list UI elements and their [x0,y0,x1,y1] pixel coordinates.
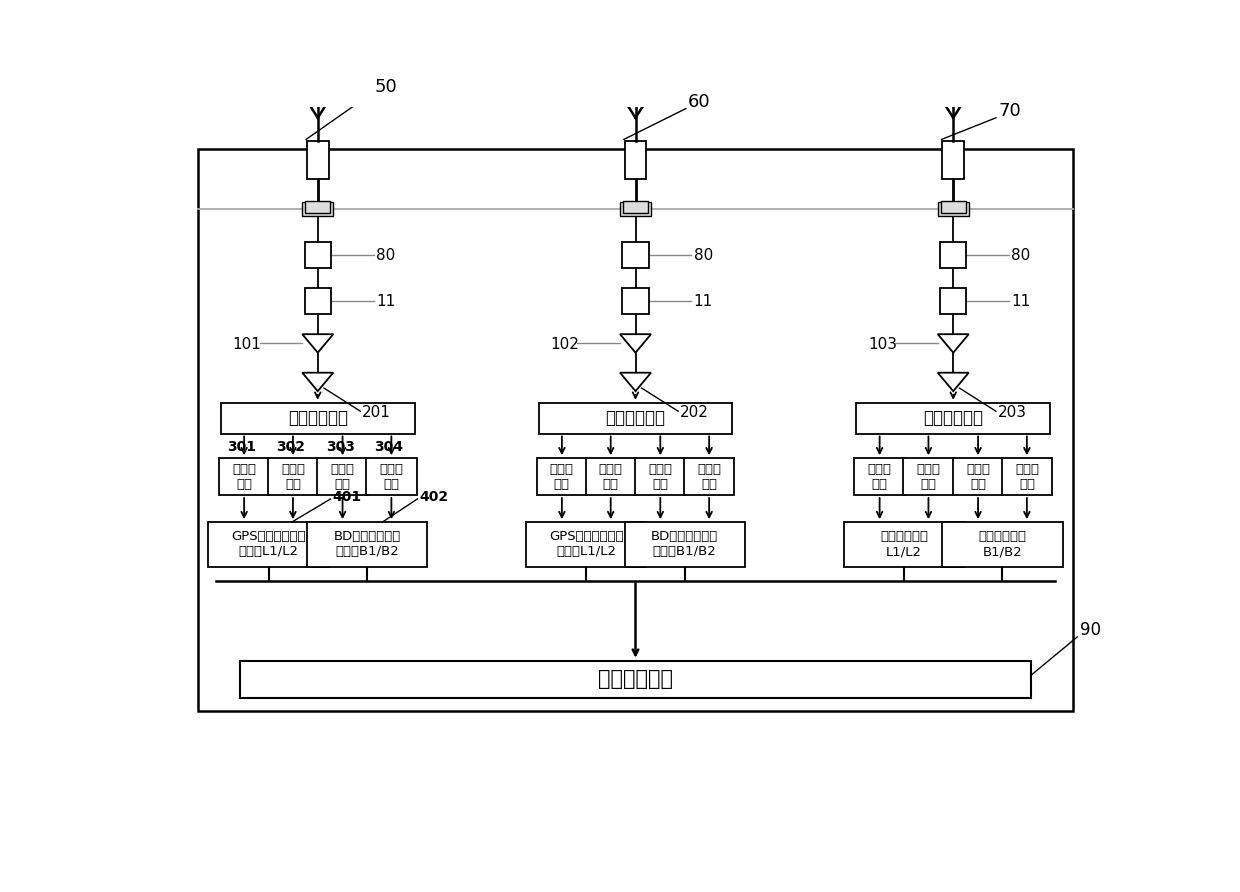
Text: 11: 11 [376,294,396,310]
Text: BD专用射频芯片
通道：B1/B2: BD专用射频芯片 通道：B1/B2 [334,531,401,558]
Polygon shape [937,334,968,352]
Bar [537,458,587,495]
Bar [221,402,414,434]
Text: GPS专用射频芯片
通道：L1/L2: GPS专用射频芯片 通道：L1/L2 [549,531,624,558]
Bar [306,141,329,179]
Text: 第三滤
波器: 第三滤 波器 [331,463,355,491]
Text: 103: 103 [868,337,897,351]
Bar [268,458,319,495]
Text: 一分四功分器: 一分四功分器 [288,409,347,427]
Polygon shape [303,373,334,392]
Bar [219,458,269,495]
Text: 80: 80 [376,248,396,263]
Bar [952,458,1003,495]
Bar [941,201,966,213]
Bar [940,242,966,268]
Bar [625,141,646,179]
Bar [317,458,368,495]
Text: 201: 201 [362,405,391,420]
Text: 第二滤
波器: 第二滤 波器 [281,463,305,491]
Bar [624,201,647,213]
Bar [622,288,649,314]
Text: 第一滤
波器: 第一滤 波器 [868,463,892,491]
Text: 302: 302 [277,440,305,453]
Bar [526,522,646,566]
Bar [622,242,649,268]
Bar [620,202,651,216]
Text: 掩星处理装置: 掩星处理装置 [598,669,673,690]
Bar [684,458,734,495]
Bar [197,149,1074,711]
Text: 第一滤
波器: 第一滤 波器 [232,463,257,491]
Bar [903,458,954,495]
Bar [303,202,334,216]
Text: 70: 70 [998,103,1021,120]
Text: 专用射频芯片
B1/B2: 专用射频芯片 B1/B2 [978,531,1027,558]
Bar [940,288,966,314]
Text: 一分四功分器: 一分四功分器 [924,409,983,427]
Bar [366,458,417,495]
Bar [625,522,745,566]
Text: 202: 202 [680,405,708,420]
Bar [305,201,330,213]
Text: 第一滤
波器: 第一滤 波器 [549,463,574,491]
Polygon shape [937,373,968,392]
Text: 50: 50 [374,78,397,95]
Bar [857,402,1050,434]
Bar [585,458,636,495]
Text: 304: 304 [374,440,403,453]
Text: 301: 301 [227,440,257,453]
Bar [208,522,329,566]
Text: 203: 203 [997,405,1027,420]
Polygon shape [620,334,651,352]
Text: 第三滤
波器: 第三滤 波器 [966,463,990,491]
Text: 90: 90 [1080,622,1101,640]
Text: 401: 401 [332,491,362,504]
Text: 第二滤
波器: 第二滤 波器 [916,463,940,491]
Bar [1002,458,1052,495]
Text: 102: 102 [551,337,579,351]
Text: 专用射频芯片
L1/L2: 专用射频芯片 L1/L2 [880,531,928,558]
Bar [305,242,331,268]
Polygon shape [620,373,651,392]
Bar [538,402,733,434]
Bar [241,661,1030,698]
Text: 303: 303 [326,440,355,453]
Text: 第四滤
波器: 第四滤 波器 [697,463,722,491]
Text: BD专用射频芯片
通道：B1/B2: BD专用射频芯片 通道：B1/B2 [651,531,718,558]
Text: 11: 11 [1012,294,1030,310]
Text: 11: 11 [693,294,713,310]
Text: GPS专用射频芯片
通道：L1/L2: GPS专用射频芯片 通道：L1/L2 [231,531,306,558]
Bar [305,288,331,314]
Text: 402: 402 [419,491,449,504]
Text: 第二滤
波器: 第二滤 波器 [599,463,622,491]
Text: 80: 80 [1012,248,1030,263]
Text: 第三滤
波器: 第三滤 波器 [649,463,672,491]
Bar [306,522,427,566]
Bar [942,141,965,179]
Bar [844,522,965,566]
Text: 60: 60 [688,93,711,111]
Text: 第四滤
波器: 第四滤 波器 [379,463,403,491]
Polygon shape [303,334,334,352]
Bar [942,522,1063,566]
Bar [854,458,905,495]
Text: 一分四功分器: 一分四功分器 [605,409,666,427]
Bar [937,202,968,216]
Text: 80: 80 [693,248,713,263]
Text: 第四滤
波器: 第四滤 波器 [1014,463,1039,491]
Text: 101: 101 [233,337,262,351]
Bar [635,458,686,495]
